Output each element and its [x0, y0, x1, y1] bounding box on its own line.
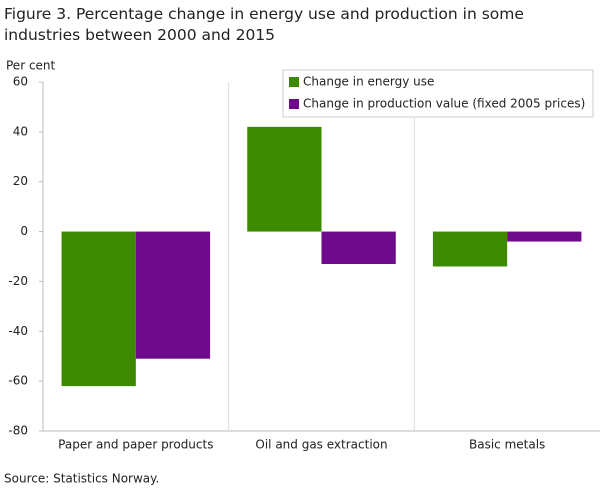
source: Source: Statistics Norway.: [4, 472, 159, 486]
y-tick-label: -40: [8, 324, 28, 338]
chart-title: Figure 3. Percentage change in energy us…: [4, 5, 524, 44]
x-tick-label: Oil and gas extraction: [255, 438, 387, 452]
legend-swatch: [289, 77, 299, 87]
y-tick-label: 40: [13, 124, 28, 138]
y-tick-label: -20: [8, 274, 28, 288]
bar: [507, 231, 582, 242]
y-tick-label: 0: [20, 224, 28, 238]
x-tick-label: Basic metals: [469, 438, 545, 452]
y-tick-label: -80: [8, 424, 28, 438]
y-tick-label: 20: [13, 174, 28, 188]
bar: [247, 126, 322, 232]
bar: [135, 231, 211, 359]
legend-label: Change in energy use: [303, 75, 434, 89]
bar: [321, 231, 396, 264]
legend-box: [282, 69, 594, 118]
legend-label: Change in production value (fixed 2005 p…: [303, 97, 585, 111]
y-tick-label: -60: [8, 374, 28, 388]
legend-swatch: [289, 99, 299, 109]
y-axis-label: Per cent: [6, 59, 56, 73]
bar: [61, 231, 136, 387]
y-tick-label: 60: [13, 75, 28, 89]
x-tick-label: Paper and paper products: [58, 438, 213, 452]
bar: [432, 231, 508, 267]
